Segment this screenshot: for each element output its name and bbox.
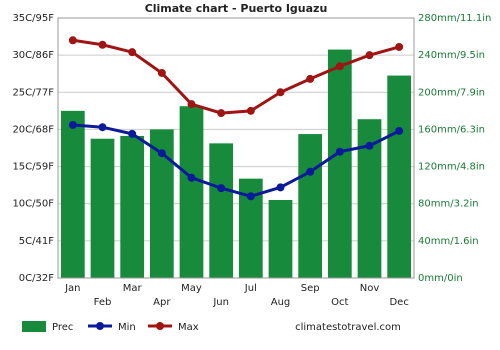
y-tick-label: 35C/95F <box>12 13 54 24</box>
line <box>72 123 400 198</box>
bar <box>387 75 412 278</box>
point <box>395 126 404 135</box>
x-tick-label: Apr <box>153 297 171 308</box>
y2-tick-label: 40mm/1.6in <box>418 236 479 247</box>
y-tick-label: 15C/59F <box>12 162 54 173</box>
x-tick-label: Feb <box>94 297 112 308</box>
point <box>276 183 285 192</box>
legend-label: Prec <box>52 322 73 333</box>
bar <box>238 178 263 278</box>
x-tick-label: Oct <box>331 297 348 308</box>
x-tick-label: Sep <box>301 283 320 294</box>
legend-label: Max <box>178 322 199 333</box>
y2-tick-label: 160mm/6.3in <box>418 124 485 135</box>
x-tick-label: Jun <box>212 297 229 308</box>
bar <box>60 110 85 278</box>
x-tick-label: Jan <box>64 283 80 294</box>
point <box>365 141 374 150</box>
legend-label: Min <box>118 322 136 333</box>
y2-tick-label: 80mm/3.2in <box>418 199 479 210</box>
bar <box>179 106 204 278</box>
point <box>98 40 107 49</box>
point <box>365 51 374 60</box>
y-tick-label: 0C/32F <box>19 273 54 284</box>
point <box>395 42 404 51</box>
bar <box>209 143 234 278</box>
point <box>217 109 226 118</box>
bar <box>298 134 323 278</box>
y-tick-label: 20C/68F <box>12 124 54 135</box>
point <box>128 48 137 57</box>
legend-swatch <box>22 321 46 332</box>
x-tick-label: Mar <box>123 283 143 294</box>
chart-title: Climate chart - Puerto Iguazu <box>145 2 328 15</box>
plot-border <box>57 17 415 279</box>
y-tick-label: 25C/77F <box>12 87 54 98</box>
point <box>335 62 344 71</box>
bar <box>357 119 382 278</box>
point <box>98 123 107 132</box>
point <box>68 36 77 45</box>
bar <box>268 200 293 278</box>
point <box>157 149 166 158</box>
point <box>128 129 137 138</box>
point <box>335 147 344 156</box>
legend-swatch <box>96 322 104 330</box>
point <box>217 184 226 193</box>
x-tick-label: Dec <box>389 297 408 308</box>
x-tick-label: Jul <box>244 283 257 294</box>
legend-swatch <box>156 322 164 330</box>
y2-tick-label: 200mm/7.9in <box>418 87 485 98</box>
point <box>246 192 255 201</box>
line <box>72 38 400 115</box>
point <box>306 74 315 83</box>
point <box>68 120 77 129</box>
bar <box>327 49 352 279</box>
y-tick-label: 30C/86F <box>12 50 54 61</box>
point <box>187 173 196 182</box>
point <box>157 68 166 77</box>
x-tick-label: May <box>181 283 202 294</box>
x-tick-label: Aug <box>271 297 291 308</box>
y-tick-label: 5C/41F <box>19 236 54 247</box>
watermark: climatestotravel.com <box>295 322 401 333</box>
point <box>187 100 196 109</box>
x-tick-label: Nov <box>360 283 380 294</box>
y2-tick-label: 280mm/11.1in <box>418 13 491 24</box>
y2-tick-label: 0mm/0in <box>418 273 463 284</box>
point <box>246 106 255 115</box>
bar <box>149 129 174 278</box>
bar <box>120 135 145 278</box>
y-tick-label: 10C/50F <box>12 199 54 210</box>
y2-tick-label: 240mm/9.5in <box>418 50 485 61</box>
bar <box>90 138 115 278</box>
point <box>276 88 285 97</box>
y2-tick-label: 120mm/4.8in <box>418 162 485 173</box>
point <box>306 167 315 176</box>
